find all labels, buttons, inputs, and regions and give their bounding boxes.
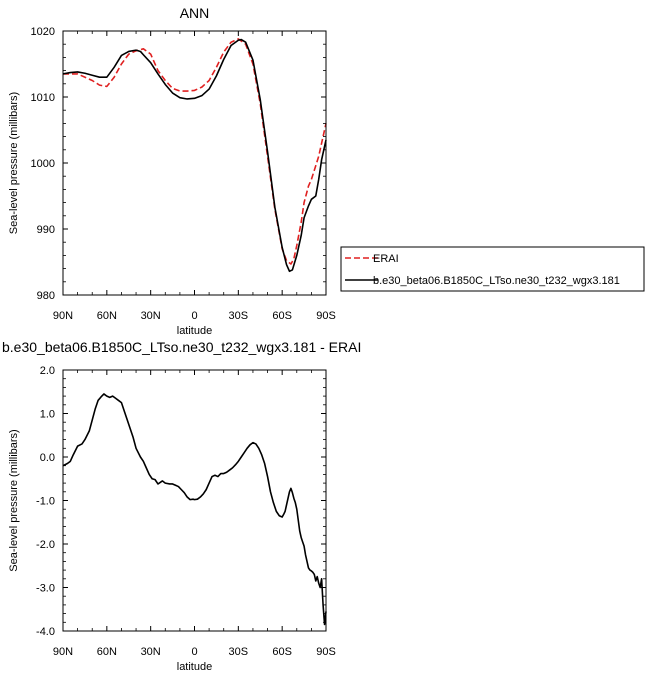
x-tick-label: 0 xyxy=(191,310,197,322)
y-tick-label: -2.0 xyxy=(36,539,55,551)
x-tick-label: 30S xyxy=(229,646,249,658)
y-axis-title: Sea-level pressure (millibars) xyxy=(8,92,20,234)
x-tick-label: 30N xyxy=(141,310,161,322)
x-tick-label: 90N xyxy=(53,310,73,322)
y-tick-label: 1.0 xyxy=(40,409,55,421)
x-tick-label: 90N xyxy=(53,646,73,658)
series-line-difference xyxy=(62,393,327,626)
x-tick-label: 60S xyxy=(272,646,292,658)
x-axis-title: latitude xyxy=(177,661,212,673)
y-tick-label: -4.0 xyxy=(36,626,55,638)
plot-frame xyxy=(62,369,327,632)
y-tick-label: 990 xyxy=(37,224,55,236)
y-tick-label: 1010 xyxy=(31,92,55,104)
legend-label: ERAI xyxy=(373,253,399,265)
x-tick-label: 60S xyxy=(272,310,292,322)
x-tick-label: 0 xyxy=(191,646,197,658)
y-tick-label: 980 xyxy=(37,290,55,302)
x-tick-label: 60N xyxy=(97,646,117,658)
x-tick-label: 90S xyxy=(316,310,336,322)
x-axis-title: latitude xyxy=(177,325,212,337)
y-tick-label: 2.0 xyxy=(40,365,55,377)
chart-title: b.e30_beta06.B1850C_LTso.ne30_t232_wgx3.… xyxy=(2,339,361,355)
y-tick-label: -1.0 xyxy=(36,496,55,508)
x-tick-label: 30S xyxy=(229,310,249,322)
legend-label: b.e30_beta06.B1850C_LTso.ne30_t232_wgx3.… xyxy=(373,275,620,287)
y-tick-label: 0.0 xyxy=(40,452,55,464)
x-tick-label: 90S xyxy=(316,646,336,658)
y-tick-label: 1000 xyxy=(31,158,55,170)
series-line-model xyxy=(62,38,327,273)
series-line-erai xyxy=(63,38,327,265)
chart-title: ANN xyxy=(180,5,210,21)
plot-frame xyxy=(62,30,327,296)
y-tick-label: 1020 xyxy=(31,26,55,38)
x-tick-label: 30N xyxy=(141,646,161,658)
x-tick-label: 60N xyxy=(97,310,117,322)
legend-box xyxy=(340,246,645,292)
y-axis-title: Sea-level pressure (millibars) xyxy=(8,429,20,571)
y-tick-label: -3.0 xyxy=(36,583,55,595)
